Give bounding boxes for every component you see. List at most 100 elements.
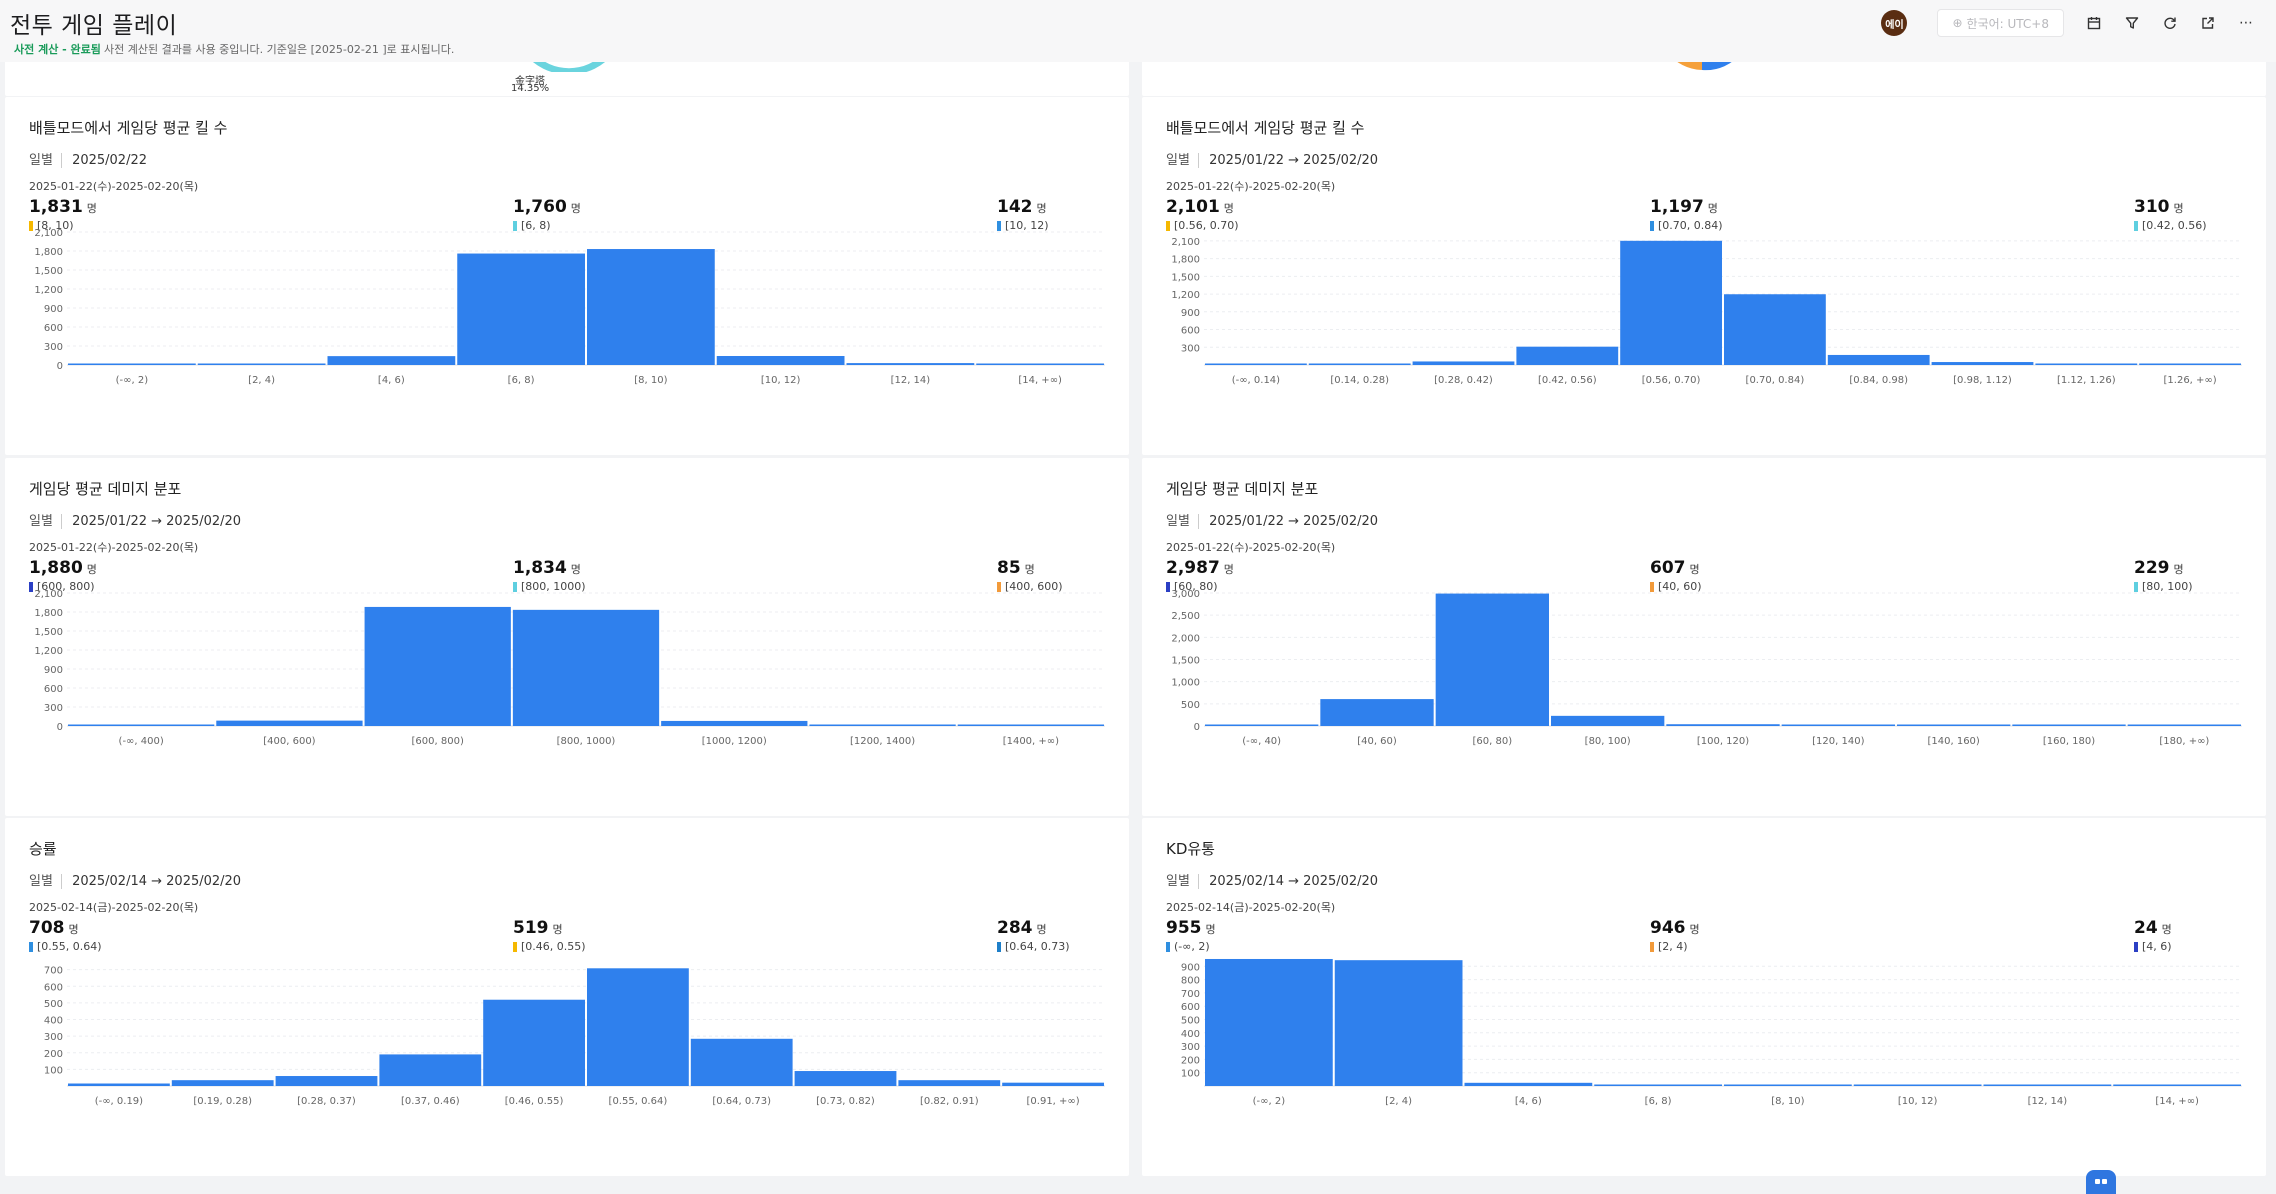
histogram-bar[interactable]: [1931, 362, 2034, 365]
histogram-bar[interactable]: [1551, 715, 1665, 726]
histogram-bar[interactable]: [587, 249, 715, 365]
histogram-bar[interactable]: [197, 363, 326, 366]
refresh-icon[interactable]: [2156, 10, 2184, 36]
date-filter[interactable]: 일별 2025/01/22 → 2025/02/20: [1166, 510, 1378, 529]
chart-card: 게임당 평균 데미지 분포 일별 2025/01/22 → 2025/02/20…: [5, 458, 1129, 816]
histogram-bar[interactable]: [68, 1083, 170, 1086]
stat-color-swatch: [29, 941, 33, 952]
stat-color-swatch: [2134, 220, 2138, 231]
y-tick-label: 500: [44, 999, 63, 1010]
histogram-bar[interactable]: [1620, 240, 1722, 365]
y-tick-label: 900: [1181, 308, 1200, 319]
filter-icon[interactable]: [2118, 10, 2146, 36]
chart-card: 배틀모드에서 게임당 평균 킬 수 일별 2025/01/22 → 2025/0…: [1142, 97, 2266, 455]
stat-unit: 명: [570, 202, 581, 215]
histogram-bar[interactable]: [1320, 699, 1434, 726]
histogram-bar[interactable]: [716, 356, 845, 365]
y-tick-label: 200: [1181, 1055, 1200, 1066]
histogram-bar[interactable]: [1464, 1082, 1593, 1086]
histogram-bar[interactable]: [1205, 724, 1319, 727]
histogram-bar[interactable]: [794, 1071, 897, 1086]
x-tick-label: [0.70, 0.84): [1746, 375, 1805, 386]
histogram-bar[interactable]: [2113, 1084, 2241, 1087]
histogram-bar[interactable]: [1334, 960, 1463, 1086]
y-tick-label: 400: [1181, 1029, 1200, 1040]
date-range-text: 2025-02-14(금)-2025-02-20(목): [1166, 901, 1336, 914]
granularity-label: 일별: [29, 514, 62, 529]
y-tick-label: 700: [44, 966, 63, 977]
histogram-bar[interactable]: [1516, 346, 1619, 365]
histogram-bar[interactable]: [1983, 1084, 2112, 1087]
stat-unit: 명: [2173, 202, 2184, 215]
histogram-bar[interactable]: [587, 968, 689, 1086]
histogram-bar[interactable]: [1002, 1082, 1104, 1086]
histogram-bar[interactable]: [457, 253, 585, 365]
chatbot-icon[interactable]: [2086, 1170, 2116, 1194]
avatar[interactable]: 에이: [1881, 10, 1908, 36]
histogram-bar[interactable]: [1853, 1084, 1982, 1087]
histogram-bar[interactable]: [809, 724, 956, 727]
histogram-bar[interactable]: [2139, 363, 2241, 366]
x-tick-label: [8, 10): [634, 375, 667, 386]
export-icon[interactable]: [2194, 10, 2222, 36]
histogram-bar[interactable]: [976, 363, 1104, 366]
histogram-bar[interactable]: [898, 1080, 1001, 1086]
y-tick-label: 300: [1181, 343, 1200, 354]
histogram-bar[interactable]: [1412, 361, 1515, 365]
histogram-bar[interactable]: [1205, 363, 1307, 366]
calendar-icon[interactable]: [2080, 10, 2108, 36]
date-filter[interactable]: 일별 2025/02/14 → 2025/02/20: [1166, 870, 1378, 889]
date-filter[interactable]: 일별 2025/02/14 → 2025/02/20: [29, 870, 241, 889]
y-tick-label: 0: [1194, 722, 1200, 733]
date-filter[interactable]: 일별 2025/02/22: [29, 149, 147, 168]
histogram-bar[interactable]: [2012, 724, 2126, 727]
x-tick-label: (-∞, 40): [1242, 736, 1281, 747]
more-icon[interactable]: ⋯: [2239, 15, 2253, 31]
y-tick-label: 300: [44, 703, 63, 714]
stat-range: [0.42, 0.56): [2142, 219, 2207, 232]
histogram-bar[interactable]: [68, 724, 215, 727]
y-tick-label: 900: [44, 665, 63, 676]
y-tick-label: 1,500: [34, 627, 63, 638]
date-filter[interactable]: 일별 2025/01/22 → 2025/02/20: [29, 510, 241, 529]
stat-unit: 명: [1024, 563, 1035, 576]
summary-stat: 1,880 명 [600, 800): [29, 558, 97, 593]
histogram-bar[interactable]: [1724, 294, 1826, 365]
summary-stat: 229 명 [80, 100): [2134, 558, 2193, 593]
timezone-selector[interactable]: ⊕ 한국어: UTC+8: [1937, 9, 2064, 37]
histogram-bar[interactable]: [171, 1080, 274, 1086]
histogram-bar[interactable]: [1594, 1084, 1722, 1087]
stat-color-swatch: [1166, 220, 1170, 231]
date-filter[interactable]: 일별 2025/01/22 → 2025/02/20: [1166, 149, 1378, 168]
histogram-bar[interactable]: [957, 724, 1104, 727]
histogram-bar[interactable]: [1827, 354, 1930, 365]
histogram-bar[interactable]: [1435, 593, 1549, 726]
histogram-bar[interactable]: [2127, 724, 2241, 727]
histogram-bar[interactable]: [846, 363, 975, 365]
histogram-bar[interactable]: [1724, 1084, 1852, 1087]
histogram-bar[interactable]: [216, 720, 363, 726]
histogram-bar[interactable]: [379, 1054, 482, 1086]
histogram-bar[interactable]: [1781, 724, 1895, 727]
histogram-bar[interactable]: [1205, 958, 1333, 1086]
stat-range: [10, 12): [1005, 219, 1049, 232]
histogram-bar[interactable]: [512, 609, 660, 726]
y-tick-label: 700: [1181, 989, 1200, 1000]
y-tick-label: 600: [44, 684, 63, 695]
histogram-bar[interactable]: [2035, 363, 2138, 366]
histogram-bar[interactable]: [68, 363, 196, 366]
histogram-bar[interactable]: [661, 720, 808, 726]
histogram-bar[interactable]: [690, 1038, 793, 1086]
y-tick-label: 600: [1181, 326, 1200, 337]
date-filter-value: 2025/02/14 → 2025/02/20: [1209, 874, 1379, 889]
histogram-bar[interactable]: [364, 606, 511, 726]
histogram-bar[interactable]: [1666, 724, 1780, 726]
summary-stat: 1,760 명 [6, 8): [513, 197, 581, 232]
histogram-bar[interactable]: [327, 356, 456, 365]
histogram-bar[interactable]: [1897, 724, 2011, 727]
histogram-bar[interactable]: [1308, 363, 1411, 366]
y-tick-label: 300: [1181, 1042, 1200, 1053]
stat-value: 1,834: [513, 558, 567, 578]
histogram-bar[interactable]: [483, 999, 585, 1086]
histogram-bar[interactable]: [275, 1076, 378, 1086]
